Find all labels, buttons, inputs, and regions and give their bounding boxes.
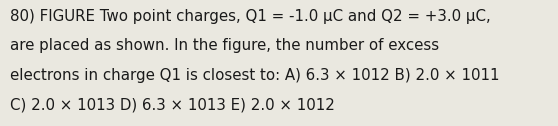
Text: are placed as shown. In the figure, the number of excess: are placed as shown. In the figure, the … xyxy=(10,38,439,53)
Text: 80) FIGURE Two point charges, Q1 = -1.0 μC and Q2 = +3.0 μC,: 80) FIGURE Two point charges, Q1 = -1.0 … xyxy=(10,9,491,24)
Text: C) 2.0 × 1013 D) 6.3 × 1013 E) 2.0 × 1012: C) 2.0 × 1013 D) 6.3 × 1013 E) 2.0 × 101… xyxy=(10,98,335,113)
Text: electrons in charge Q1 is closest to: A) 6.3 × 1012 B) 2.0 × 1011: electrons in charge Q1 is closest to: A)… xyxy=(10,68,499,83)
